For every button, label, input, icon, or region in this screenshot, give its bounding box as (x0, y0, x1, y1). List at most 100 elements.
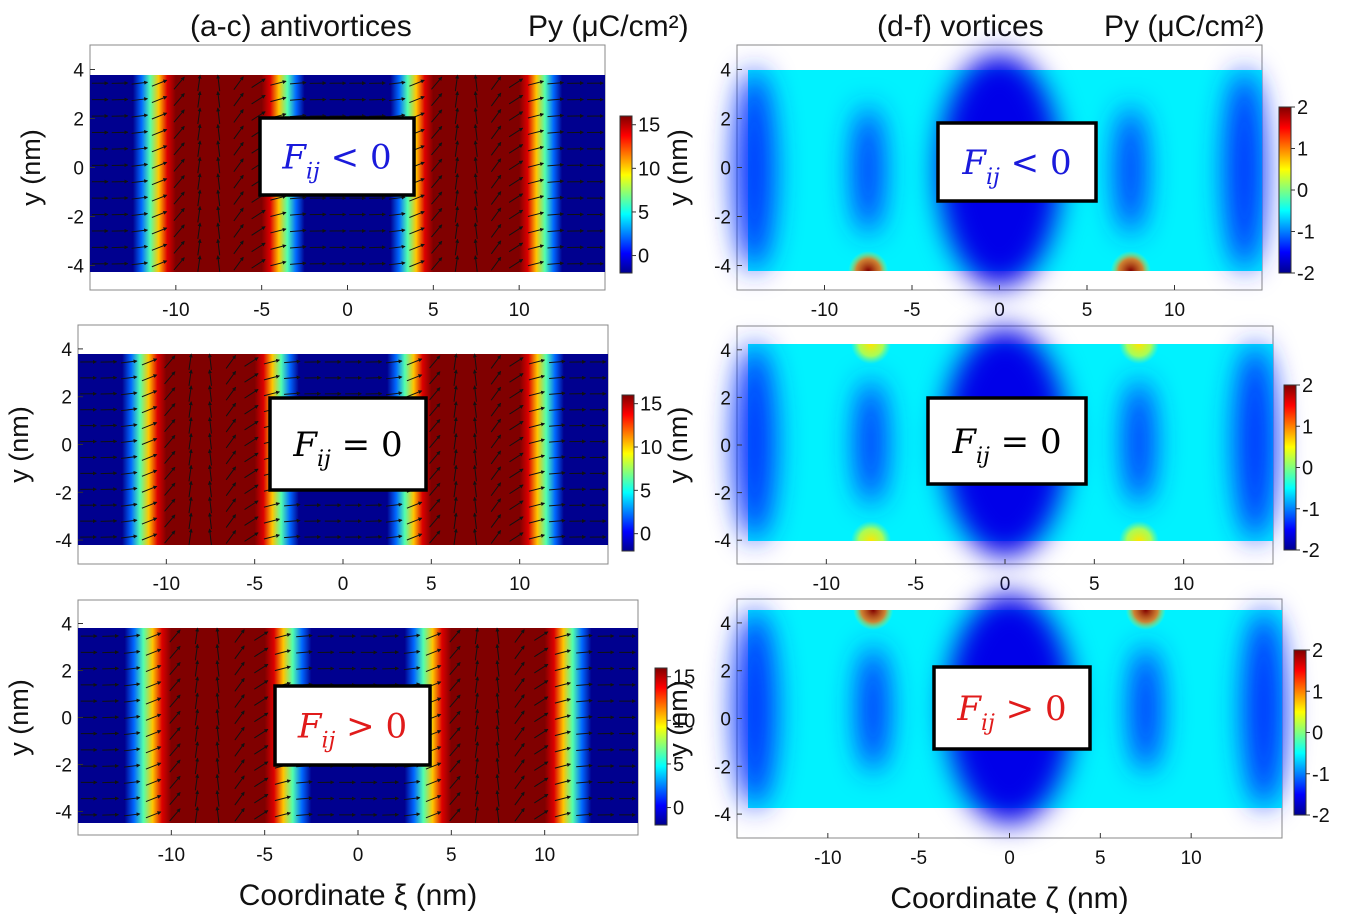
arrow (576, 812, 593, 817)
arrow (233, 223, 244, 238)
arrow (472, 353, 477, 370)
arrow (429, 466, 441, 480)
condition-box (932, 665, 1092, 751)
x-tick-label: -5 (256, 845, 273, 866)
colorbar-tick-label: 0 (638, 246, 649, 268)
y-tick-label: -4 (55, 531, 72, 552)
arrow (173, 257, 185, 271)
arrow (215, 790, 220, 807)
hotspot (1119, 344, 1159, 364)
arrow (215, 757, 220, 775)
x-tick-label: -10 (158, 845, 185, 866)
arrow (169, 743, 181, 757)
arrow (474, 660, 480, 677)
x-tick-label: 5 (428, 300, 439, 321)
arrow (490, 418, 502, 433)
arrow (576, 763, 593, 768)
lobes (733, 53, 1266, 288)
arrow (453, 401, 458, 418)
arrow (296, 812, 313, 817)
arrow (145, 730, 162, 738)
arrow (244, 516, 259, 526)
arrow (254, 761, 269, 771)
arrow (429, 450, 441, 464)
arrow (534, 631, 549, 641)
arrow (431, 207, 443, 221)
arrow (141, 390, 158, 398)
arrow (490, 386, 502, 401)
arrow (385, 391, 403, 396)
arrow (263, 390, 281, 397)
colorbar-tick-label: 15 (673, 667, 695, 689)
arrow (131, 179, 149, 184)
arrow (234, 759, 245, 773)
arrow (194, 627, 200, 645)
arrow (549, 486, 566, 491)
arrow (429, 434, 441, 448)
y-tick-label: 2 (720, 662, 731, 683)
arrow (164, 403, 176, 417)
arrow (141, 422, 158, 430)
arrow (284, 518, 301, 523)
arrow (244, 452, 259, 463)
arrow (389, 212, 406, 216)
arrow (296, 666, 313, 671)
x-tick-label: -10 (153, 574, 180, 595)
arrow (514, 742, 525, 757)
arrow (431, 224, 443, 238)
arrow (233, 174, 244, 189)
colorbar-tick-label: -2 (1302, 540, 1320, 562)
arrow (527, 244, 545, 250)
arrow (194, 643, 200, 661)
arrow (473, 140, 478, 157)
arrow (403, 633, 421, 638)
arrow (576, 666, 593, 671)
y-tick-label: 2 (61, 662, 72, 683)
arrow (509, 436, 524, 447)
arrow (527, 162, 545, 168)
arrow (554, 649, 572, 655)
arrow (141, 485, 158, 493)
colorbar-tick-label: -1 (1302, 499, 1320, 521)
colorbar-tick-label: 10 (673, 710, 695, 732)
arrow (141, 358, 158, 366)
y-tick-label: 0 (720, 159, 731, 180)
colorbar-tick-label: 0 (1302, 458, 1313, 480)
arrow (453, 432, 458, 450)
arrow (514, 791, 525, 806)
condition-box (926, 396, 1088, 486)
arrow (215, 627, 220, 645)
arrow (197, 189, 202, 207)
arrow (554, 763, 572, 769)
arrow (508, 193, 524, 203)
lobes (733, 328, 1277, 557)
arrow (528, 390, 546, 397)
arrow (207, 496, 212, 514)
arrow (429, 371, 441, 385)
arrow (145, 632, 162, 640)
arrow (270, 244, 287, 250)
arrow (188, 448, 193, 466)
arrow (194, 692, 200, 710)
condition-label: Fij < 0 (281, 138, 391, 185)
colorbar-tick-label: 0 (640, 524, 651, 546)
arrow (270, 211, 287, 217)
arrow (131, 212, 149, 216)
arrow (528, 422, 546, 429)
arrow (254, 712, 269, 723)
polarization-arrows (80, 627, 636, 823)
arrow (389, 195, 406, 200)
lobe-1 (857, 645, 890, 773)
arrow (554, 665, 572, 672)
arrow (490, 402, 502, 417)
arrow (547, 195, 565, 200)
x-tick-label: 0 (342, 300, 353, 321)
arrow (120, 486, 138, 491)
arrow (534, 647, 549, 658)
arrow (431, 125, 443, 139)
arrow (216, 74, 221, 92)
arrow (473, 74, 478, 92)
arrow (495, 643, 500, 661)
colorbar-tick-label: 1 (1297, 139, 1308, 161)
